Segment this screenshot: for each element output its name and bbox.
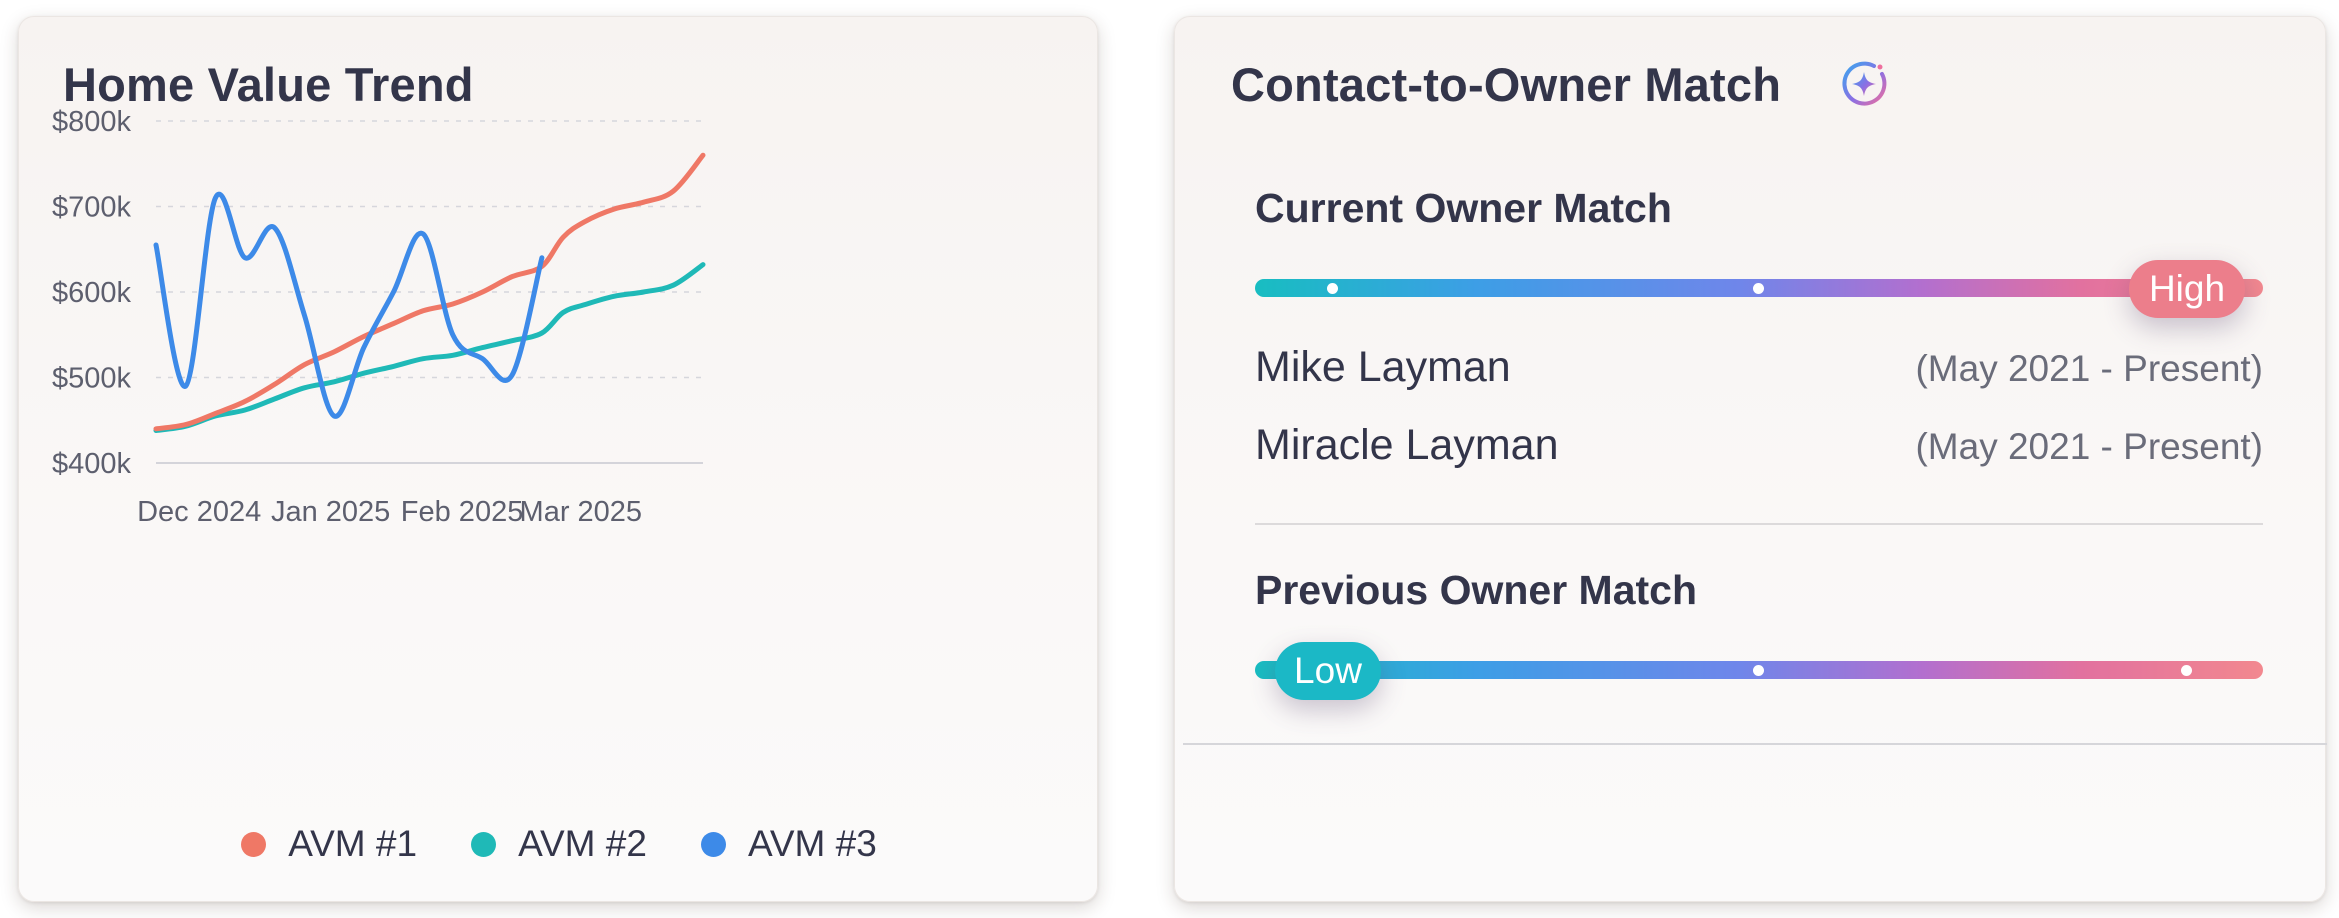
card-footer-divider	[1183, 743, 2327, 745]
match-level-badge-low: Low	[1275, 642, 1381, 700]
x-tick-label: Jan 2025	[271, 496, 390, 528]
chart-legend: AVM #1 AVM #2 AVM #3	[19, 823, 1099, 865]
home-value-line-chart: $400k $500k $600k $700k $800k Dec 2024 Jan 202…	[52, 106, 706, 528]
series-line-avm-2	[153, 262, 706, 433]
legend-label-avm-1: AVM #1	[288, 823, 418, 864]
match-level-badge-high: High	[2129, 260, 2245, 318]
owner-dates: (May 2021 - Present)	[1915, 348, 2263, 389]
series-line-avm-1	[153, 152, 706, 432]
legend-item-avm-3[interactable]: AVM #3	[700, 823, 877, 865]
meter-tick	[1327, 283, 1338, 294]
legend-dot-avm-3	[700, 831, 726, 857]
ai-sparkle-icon	[1842, 61, 1887, 106]
current-owner-match-meter	[1255, 279, 2263, 297]
contact-owner-match-card: Contact-to-Owner Match Current Owner Mat…	[1174, 16, 2327, 902]
legend-dot-avm-2	[471, 831, 497, 857]
legend-label-avm-3: AVM #3	[747, 823, 877, 864]
current-owner-match-title: Current Owner Match	[1255, 185, 1672, 231]
x-tick-label: Mar 2025	[520, 496, 643, 528]
owner-dates: (May 2021 - Present)	[1915, 426, 2263, 467]
home-value-trend-card: Home Value Trend $400k $500k $600k $700k $80…	[18, 16, 1098, 902]
meter-tick	[1753, 665, 1764, 676]
legend-dot-avm-1	[241, 831, 267, 857]
owner-name: Mike Layman	[1255, 343, 1511, 391]
owner-name: Miracle Layman	[1255, 421, 1559, 469]
meter-tick	[2181, 665, 2192, 676]
chart-title: Home Value Trend	[63, 58, 474, 111]
match-card-title: Contact-to-Owner Match	[1231, 58, 1782, 111]
y-tick-label: $700k	[52, 192, 132, 224]
series-line-avm-3	[153, 191, 545, 419]
owner-row: Mike Layman (May 2021 - Present)	[1255, 343, 2263, 392]
y-tick-label: $400k	[52, 448, 132, 480]
x-tick-label: Dec 2024	[137, 496, 261, 528]
y-tick-label: $600k	[52, 277, 132, 309]
y-tick-label: $800k	[52, 106, 132, 138]
previous-owner-match-meter	[1255, 661, 2263, 679]
legend-label-avm-2: AVM #2	[518, 823, 647, 864]
section-divider	[1255, 523, 2263, 525]
legend-item-avm-1[interactable]: AVM #1	[241, 823, 417, 865]
y-tick-label: $500k	[52, 363, 132, 395]
x-tick-label: Feb 2025	[401, 496, 524, 528]
owner-row: Miracle Layman (May 2021 - Present)	[1255, 421, 2263, 470]
meter-tick	[1753, 283, 1764, 294]
previous-owner-match-title: Previous Owner Match	[1255, 567, 1698, 613]
legend-item-avm-2[interactable]: AVM #2	[471, 823, 647, 865]
